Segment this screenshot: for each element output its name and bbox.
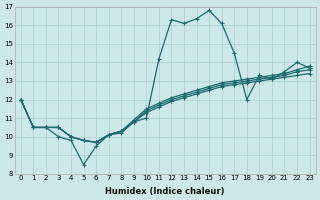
X-axis label: Humidex (Indice chaleur): Humidex (Indice chaleur) <box>106 187 225 196</box>
